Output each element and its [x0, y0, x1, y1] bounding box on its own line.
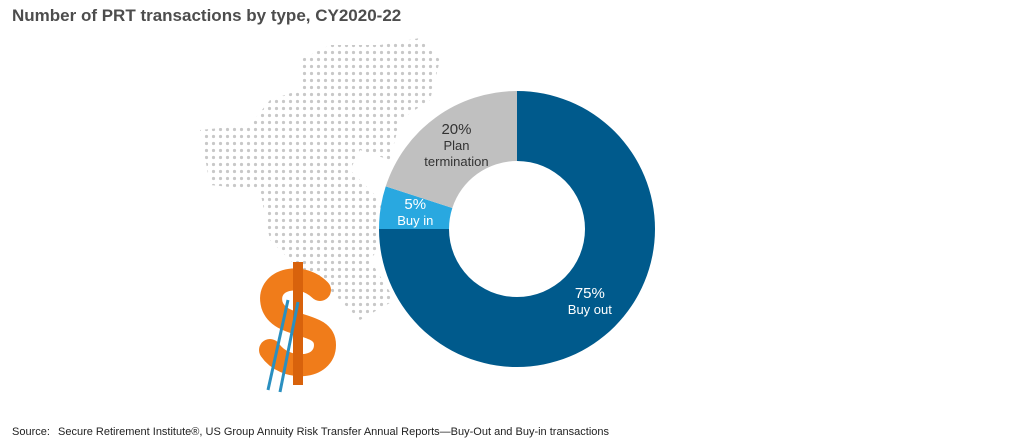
value-label: 20% — [441, 120, 472, 138]
donut-segment — [379, 91, 655, 367]
value-label: 5% — [404, 195, 427, 213]
category-label: Plan termination — [424, 137, 489, 169]
segment-label: 20% Plan termination — [411, 120, 501, 170]
segment-label: 5% Buy in — [370, 195, 460, 229]
chart-title: Number of PRT transactions by type, CY20… — [12, 6, 402, 25]
donut-segment — [379, 186, 453, 229]
category-label: Buy out — [567, 301, 612, 317]
source-label: Source: — [12, 426, 50, 438]
ladder-rail — [278, 301, 300, 393]
map-decoration — [200, 38, 440, 320]
value-label: 75% — [574, 284, 605, 302]
source-text: Secure Retirement Institute®, US Group A… — [58, 426, 610, 438]
donut-segment — [385, 91, 517, 208]
segment-label: 75% Buy out — [545, 284, 635, 318]
ladder-rail — [266, 299, 290, 391]
category-label: Buy in — [397, 212, 434, 228]
